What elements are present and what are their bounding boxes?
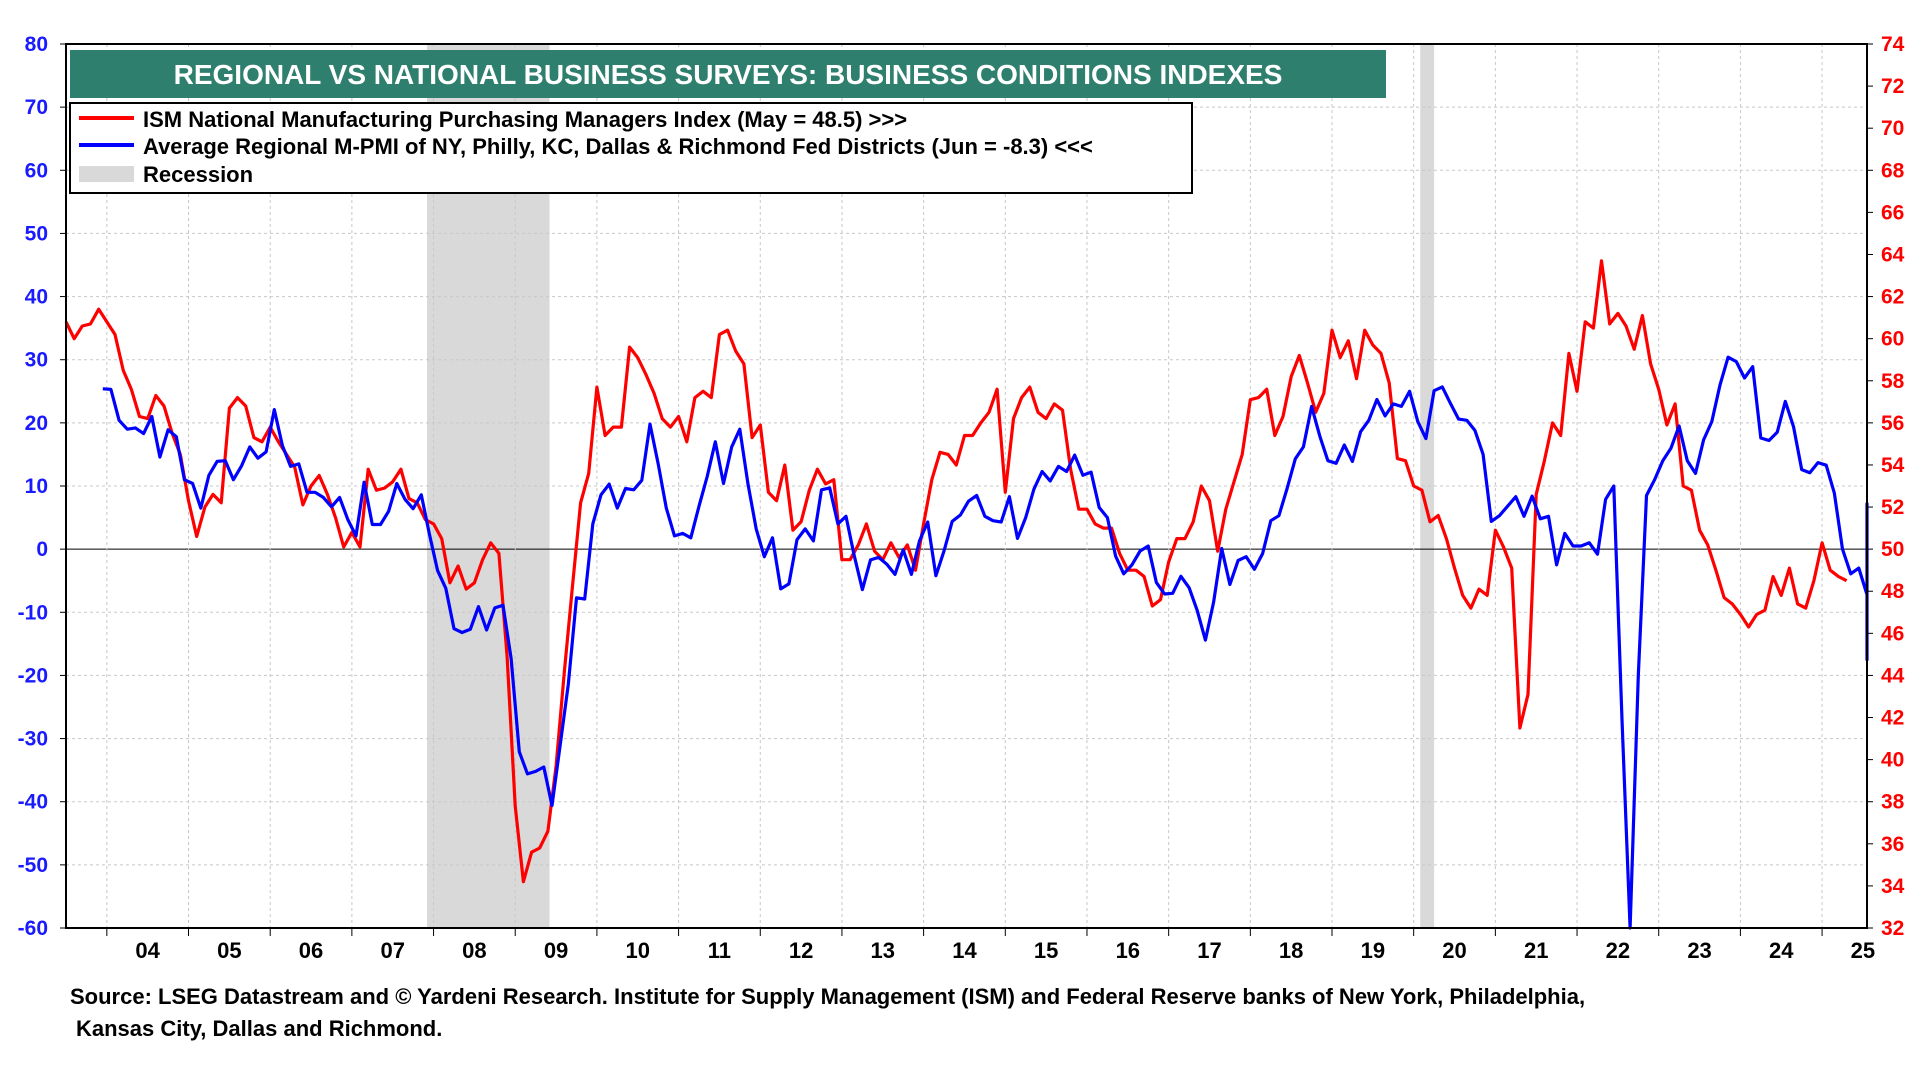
left-tick-label: 80 (25, 33, 48, 56)
left-tick-label: 40 (25, 286, 48, 309)
left-tick-label: -40 (18, 791, 48, 814)
x-tick-label: 14 (952, 938, 977, 963)
source-line-2: Kansas City, Dallas and Richmond. (76, 1016, 442, 1041)
right-tick-label: 32 (1881, 917, 1904, 940)
right-tick-label: 60 (1881, 328, 1904, 351)
right-tick-label: 52 (1881, 496, 1904, 519)
right-tick-label: 58 (1881, 370, 1905, 393)
series-layer (64, 259, 1869, 930)
right-tick-label: 46 (1881, 622, 1904, 645)
left-tick-label: 60 (25, 159, 48, 182)
x-tick-label: 20 (1442, 938, 1466, 963)
right-tick-label: 62 (1881, 286, 1904, 309)
right-tick-label: 64 (1881, 243, 1905, 266)
x-tick-label: 06 (299, 938, 323, 963)
legend: ISM National Manufacturing Purchasing Ma… (69, 102, 1193, 194)
right-tick-label: 54 (1881, 454, 1905, 477)
chart-title: REGIONAL VS NATIONAL BUSINESS SURVEYS: B… (174, 59, 1283, 90)
legend-label-recession: Recession (143, 162, 253, 187)
x-tick-label: 07 (380, 938, 404, 963)
right-tick-label: 48 (1881, 580, 1905, 603)
left-axis: 80 70 60 50 40 30 20 10 0 -10 -20 -30 -40 -50 -60 (18, 33, 66, 940)
left-tick-label: 10 (25, 475, 48, 498)
recession-band-1 (1420, 44, 1435, 928)
left-tick-label: 70 (25, 96, 48, 119)
x-tick-label: 19 (1361, 938, 1385, 963)
left-tick-label: 20 (25, 412, 48, 435)
right-tick-label: 50 (1881, 538, 1904, 561)
ism-series-line (64, 259, 1848, 884)
source-line-1: Source: LSEG Datastream and © Yardeni Re… (70, 984, 1585, 1009)
right-tick-label: 66 (1881, 201, 1904, 224)
left-tick-label: 50 (25, 222, 48, 245)
x-tick-label: 08 (462, 938, 486, 963)
x-tick-label: 13 (871, 938, 895, 963)
right-tick-label: 56 (1881, 412, 1904, 435)
right-tick-label: 36 (1881, 833, 1904, 856)
x-tick-label: 17 (1197, 938, 1221, 963)
title-box: REGIONAL VS NATIONAL BUSINESS SURVEYS: B… (70, 50, 1386, 98)
left-tick-label: -20 (18, 664, 48, 687)
x-tick-label: 22 (1606, 938, 1630, 963)
left-tick-label: -50 (18, 854, 48, 877)
left-tick-label: -30 (18, 728, 48, 751)
right-axis: 74 72 70 68 66 64 62 60 58 56 54 52 50 48 46 44 42 40 38 36… (1867, 33, 1905, 940)
x-tick-label: 25 (1851, 938, 1875, 963)
x-tick-label: 05 (217, 938, 241, 963)
x-axis: 04 05 06 07 08 09 10 11 12 13 14 15 16 17 18 19 20 21 22 23… (106, 928, 1875, 963)
right-tick-label: 72 (1881, 75, 1904, 98)
left-tick-label: 30 (25, 349, 48, 372)
legend-swatch-recession (79, 166, 134, 182)
right-tick-label: 74 (1881, 33, 1905, 56)
right-tick-label: 44 (1881, 664, 1905, 687)
right-tick-label: 70 (1881, 117, 1904, 140)
x-tick-label: 24 (1769, 938, 1794, 963)
left-tick-label: -60 (18, 917, 48, 940)
legend-label-ism: ISM National Manufacturing Purchasing Ma… (143, 107, 907, 132)
right-tick-label: 68 (1881, 159, 1905, 182)
x-tick-label: 16 (1116, 938, 1140, 963)
right-tick-label: 42 (1881, 707, 1904, 730)
x-tick-label: 04 (135, 938, 160, 963)
x-tick-label: 09 (544, 938, 568, 963)
left-tick-label: -10 (18, 601, 48, 624)
right-tick-label: 34 (1881, 875, 1905, 898)
x-tick-label: 21 (1524, 938, 1548, 963)
x-tick-label: 11 (708, 938, 731, 963)
legend-label-regional: Average Regional M-PMI of NY, Philly, KC… (143, 134, 1093, 159)
x-tick-label: 15 (1034, 938, 1058, 963)
left-tick-label: 0 (36, 538, 48, 561)
right-tick-label: 40 (1881, 749, 1904, 772)
x-tick-label: 23 (1687, 938, 1711, 963)
right-tick-label: 38 (1881, 791, 1905, 814)
regional-series-line (102, 355, 1869, 930)
x-tick-label: 10 (626, 938, 650, 963)
x-tick-label: 12 (789, 938, 813, 963)
x-tick-label: 18 (1279, 938, 1303, 963)
